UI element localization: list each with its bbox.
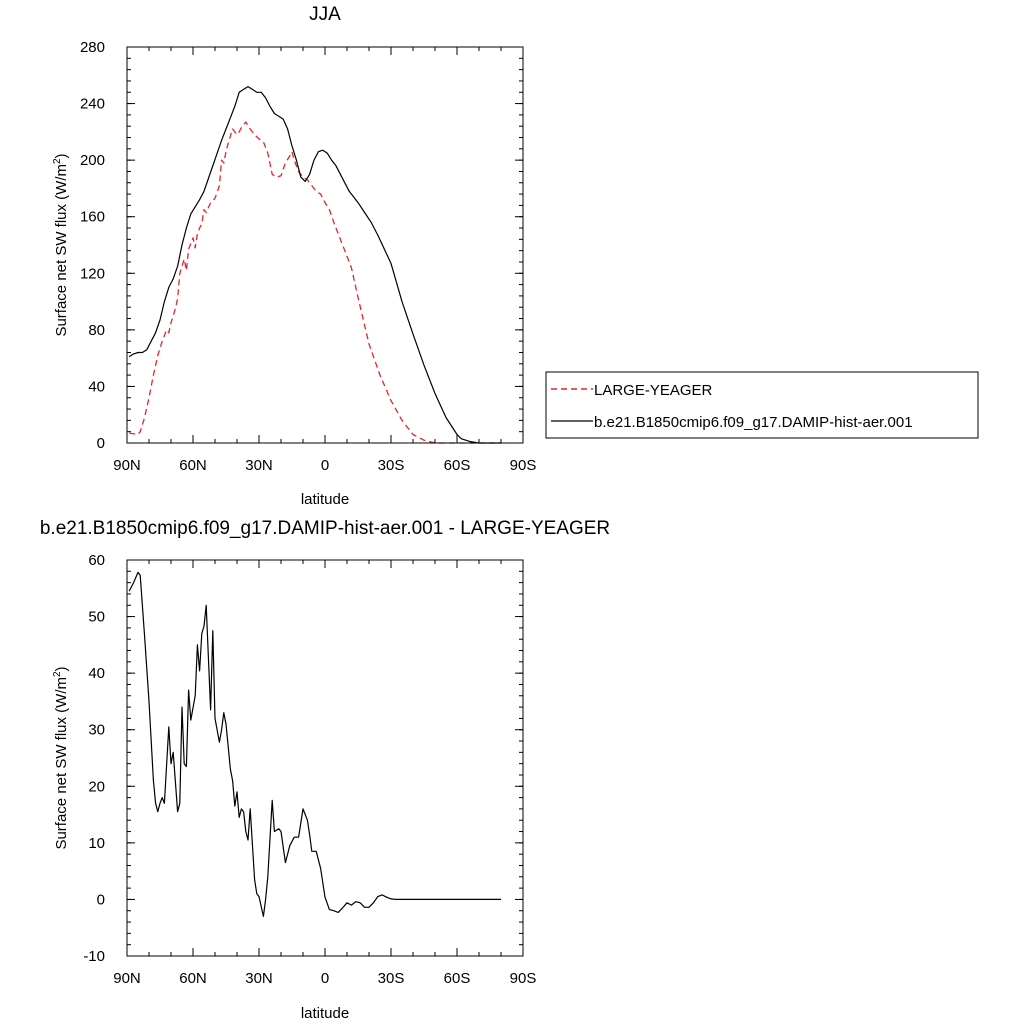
y-tick-label: 0 bbox=[97, 435, 105, 452]
chart-top-xlabel: latitude bbox=[301, 491, 349, 508]
x-tick-label: 60S bbox=[444, 970, 471, 987]
y-tick-label: 60 bbox=[88, 552, 105, 569]
chart-top: JJA 90N 60N 30N 0 30S 60S 90S 0 40 80 120 160 200 240… bbox=[52, 4, 979, 508]
chart-bottom-ylabel: Surface net SW flux (W/m2) bbox=[52, 666, 70, 849]
x-tick-label: 0 bbox=[321, 970, 329, 987]
chart-bottom-xlabel: latitude bbox=[301, 1005, 349, 1022]
chart-top-title: JJA bbox=[309, 4, 341, 25]
x-tick-label: 60S bbox=[444, 457, 471, 474]
x-tick-label: 30N bbox=[245, 457, 273, 474]
chart-bottom-series bbox=[128, 571, 501, 918]
legend-box bbox=[545, 371, 979, 439]
x-tick-label: 90S bbox=[510, 457, 537, 474]
y-tick-label: 200 bbox=[80, 152, 105, 169]
y-tick-label: 40 bbox=[88, 665, 105, 682]
chart-top-legend: LARGE-YEAGER b.e21.B1850cmip6.f09_g17.DA… bbox=[545, 371, 979, 439]
x-tick-label: 30S bbox=[378, 970, 405, 987]
y-tick-label: 10 bbox=[88, 835, 105, 852]
y-tick-label: 280 bbox=[80, 39, 105, 56]
x-tick-label: 0 bbox=[321, 457, 329, 474]
y-tick-label: 40 bbox=[88, 378, 105, 395]
x-tick-label: 30S bbox=[378, 457, 405, 474]
y-tick-label: 80 bbox=[88, 322, 105, 339]
y-tick-label: 50 bbox=[88, 609, 105, 626]
series-line-1-0 bbox=[128, 571, 501, 918]
x-tick-label: 90S bbox=[510, 970, 537, 987]
y-tick-label: 240 bbox=[80, 96, 105, 113]
series-line-0-1 bbox=[128, 85, 501, 444]
y-tick-label: 30 bbox=[88, 722, 105, 739]
y-tick-label: -10 bbox=[83, 948, 105, 965]
series-line-0-0 bbox=[129, 121, 501, 444]
y-tick-label: 20 bbox=[88, 778, 105, 795]
x-tick-label: 30N bbox=[245, 970, 273, 987]
chart-top-axes: 90N 60N 30N 0 30S 60S 90S 0 40 80 120 160 200 240 280 bbox=[80, 39, 536, 474]
chart-bottom-axes: 90N 60N 30N 0 30S 60S 90S -10 0 10 20 30 40 50 60 bbox=[83, 552, 536, 987]
x-tick-label: 60N bbox=[179, 457, 207, 474]
chart-bottom-title: b.e21.B1850cmip6.f09_g17.DAMIP-hist-aer.… bbox=[40, 518, 610, 539]
y-tick-label: 0 bbox=[97, 891, 105, 908]
chart-top-series bbox=[128, 85, 501, 444]
x-tick-label: 60N bbox=[179, 970, 207, 987]
chart-bottom: b.e21.B1850cmip6.f09_g17.DAMIP-hist-aer.… bbox=[40, 518, 610, 1022]
x-tick-label: 90N bbox=[113, 970, 141, 987]
chart-top-ylabel: Surface net SW flux (W/m2) bbox=[52, 153, 70, 336]
legend-label-large-yeager: LARGE-YEAGER bbox=[594, 382, 713, 399]
chart-top-frame bbox=[126, 46, 524, 444]
x-tick-label: 90N bbox=[113, 457, 141, 474]
y-tick-label: 120 bbox=[80, 265, 105, 282]
y-tick-label: 160 bbox=[80, 209, 105, 226]
chart-bottom-frame bbox=[126, 559, 524, 957]
legend-label-damip: b.e21.B1850cmip6.f09_g17.DAMIP-hist-aer.… bbox=[594, 414, 913, 431]
